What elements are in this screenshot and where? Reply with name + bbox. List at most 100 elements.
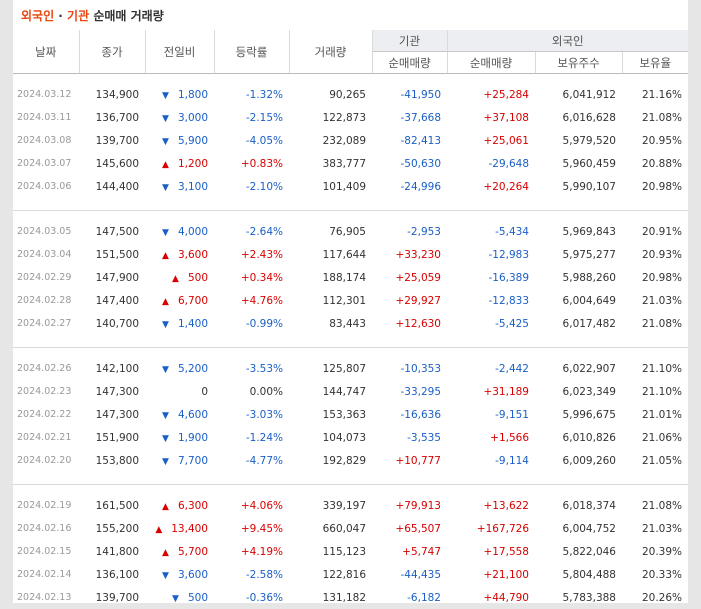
cell-rate: -2.64% <box>214 220 289 243</box>
cell-date: 2024.02.15 <box>13 540 79 563</box>
cell-foreign-net: +167,726 <box>447 517 535 540</box>
cell-close: 151,500 <box>79 243 145 266</box>
cell-holdings: 5,822,046 <box>535 540 622 563</box>
header-inst-net: 순매매량 <box>372 52 447 74</box>
triangle-down-icon: ▼ <box>172 594 179 604</box>
cell-inst-net: +12,630 <box>372 312 447 335</box>
cell-rate: -1.32% <box>214 83 289 106</box>
cell-change: ▼3,000 <box>145 106 214 129</box>
cell-close: 147,300 <box>79 380 145 403</box>
cell-rate: +0.34% <box>214 266 289 289</box>
cell-change: ▼3,600 <box>145 563 214 586</box>
cell-holdings: 5,804,488 <box>535 563 622 586</box>
cell-inst-net: -82,413 <box>372 129 447 152</box>
cell-volume: 232,089 <box>289 129 372 152</box>
cell-inst-net: -3,535 <box>372 426 447 449</box>
cell-volume: 115,123 <box>289 540 372 563</box>
cell-foreign-net: +44,790 <box>447 586 535 609</box>
cell-holdings: 5,969,843 <box>535 220 622 243</box>
cell-ratio: 21.10% <box>622 357 688 380</box>
gap-cell <box>13 485 688 495</box>
cell-inst-net: +10,777 <box>372 449 447 472</box>
cell-holdings: 6,010,826 <box>535 426 622 449</box>
cell-foreign-net: -5,434 <box>447 220 535 243</box>
cell-ratio: 20.88% <box>622 152 688 175</box>
cell-ratio: 21.10% <box>622 380 688 403</box>
cell-inst-net: -24,996 <box>372 175 447 198</box>
gap-cell <box>13 74 688 84</box>
row-gap <box>13 485 688 495</box>
cell-close: 136,100 <box>79 563 145 586</box>
triangle-up-icon: ▲ <box>162 502 169 512</box>
change-value: 1,200 <box>178 158 208 170</box>
cell-holdings: 6,023,349 <box>535 380 622 403</box>
separator-cell <box>13 198 688 211</box>
cell-ratio: 21.08% <box>622 106 688 129</box>
cell-close: 141,800 <box>79 540 145 563</box>
section-title: 외국인 · 기관 순매매 거래량 <box>21 7 164 25</box>
header-volume: 거래량 <box>289 30 372 74</box>
title-foreign: 외국인 <box>21 9 54 23</box>
cell-rate: +2.43% <box>214 243 289 266</box>
cell-date: 2024.03.05 <box>13 220 79 243</box>
title-rest: 순매매 거래량 <box>89 9 164 23</box>
change-value: 500 <box>188 272 208 284</box>
cell-change: ▲6,700 <box>145 289 214 312</box>
title-dot: · <box>54 9 67 23</box>
cell-close: 145,600 <box>79 152 145 175</box>
cell-volume: 122,873 <box>289 106 372 129</box>
cell-volume: 144,747 <box>289 380 372 403</box>
cell-inst-net: +5,747 <box>372 540 447 563</box>
cell-close: 142,100 <box>79 357 145 380</box>
cell-volume: 660,047 <box>289 517 372 540</box>
cell-inst-net: +25,059 <box>372 266 447 289</box>
cell-ratio: 21.06% <box>622 426 688 449</box>
triangle-up-icon: ▲ <box>162 160 169 170</box>
cell-ratio: 20.91% <box>622 220 688 243</box>
cell-ratio: 20.33% <box>622 563 688 586</box>
cell-close: 151,900 <box>79 426 145 449</box>
cell-rate: +0.83% <box>214 152 289 175</box>
cell-inst-net: +79,913 <box>372 494 447 517</box>
cell-rate: -0.36% <box>214 586 289 609</box>
change-value: 5,200 <box>178 363 208 375</box>
cell-change: 0 <box>145 380 214 403</box>
cell-close: 144,400 <box>79 175 145 198</box>
cell-holdings: 6,009,260 <box>535 449 622 472</box>
triangle-down-icon: ▼ <box>162 114 169 124</box>
cell-volume: 104,073 <box>289 426 372 449</box>
cell-holdings: 5,979,520 <box>535 129 622 152</box>
cell-ratio: 21.08% <box>622 312 688 335</box>
triangle-down-icon: ▼ <box>162 571 169 581</box>
cell-change: ▼500 <box>145 586 214 609</box>
cell-change: ▼1,800 <box>145 83 214 106</box>
cell-volume: 131,182 <box>289 586 372 609</box>
cell-rate: -4.77% <box>214 449 289 472</box>
cell-holdings: 6,016,628 <box>535 106 622 129</box>
cell-holdings: 5,988,260 <box>535 266 622 289</box>
cell-close: 139,700 <box>79 129 145 152</box>
cell-date: 2024.02.28 <box>13 289 79 312</box>
header-institution: 기관 <box>372 30 447 52</box>
triangle-up-icon: ▲ <box>172 274 179 284</box>
change-value: 3,600 <box>178 249 208 261</box>
cell-inst-net: +33,230 <box>372 243 447 266</box>
triangle-up-icon: ▲ <box>162 548 169 558</box>
cell-date: 2024.03.06 <box>13 175 79 198</box>
cell-close: 147,500 <box>79 220 145 243</box>
cell-ratio: 20.93% <box>622 243 688 266</box>
cell-close: 147,300 <box>79 403 145 426</box>
cell-volume: 188,174 <box>289 266 372 289</box>
change-value: 7,700 <box>178 455 208 467</box>
cell-volume: 101,409 <box>289 175 372 198</box>
cell-volume: 122,816 <box>289 563 372 586</box>
change-value: 6,300 <box>178 500 208 512</box>
cell-date: 2024.02.19 <box>13 494 79 517</box>
cell-volume: 117,644 <box>289 243 372 266</box>
